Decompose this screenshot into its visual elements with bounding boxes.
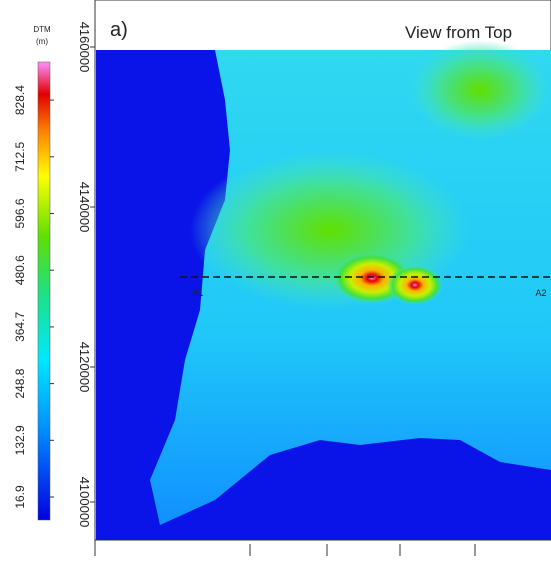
highland — [410, 40, 550, 140]
colorbar-tick-label: 364.7 — [13, 312, 27, 342]
x-axis — [95, 540, 475, 556]
colorbar-tick-label: 132.9 — [13, 425, 27, 455]
colorbar-tick-label: 248.8 — [13, 368, 27, 398]
colorbar-tick-label: 828.4 — [13, 85, 27, 115]
colorbar-tick-label: 596.6 — [13, 198, 27, 228]
y-tick-label: 4100000 — [77, 477, 92, 528]
colorbar-tick-label: 16.9 — [13, 485, 27, 509]
profile-end: A2 — [535, 288, 546, 298]
y-tick-label: 4120000 — [77, 342, 92, 393]
mountain — [387, 265, 443, 305]
profile-start: A1 — [192, 288, 203, 298]
colorbar-tick-label: 712.5 — [13, 141, 27, 171]
figure: A1 A2 a) View from Top DTM (m) 16.9 132.9… — [0, 0, 551, 556]
colorbar — [38, 62, 50, 520]
colorbar-unit: (m) — [36, 37, 48, 46]
colorbar-tick-label: 480.6 — [13, 255, 27, 285]
y-tick-label: 4140000 — [77, 182, 92, 233]
colorbar-title: DTM — [33, 25, 51, 34]
y-tick-label: 4160000 — [77, 22, 92, 73]
panel-title: View from Top — [405, 23, 512, 42]
panel-label: a) — [110, 19, 128, 41]
